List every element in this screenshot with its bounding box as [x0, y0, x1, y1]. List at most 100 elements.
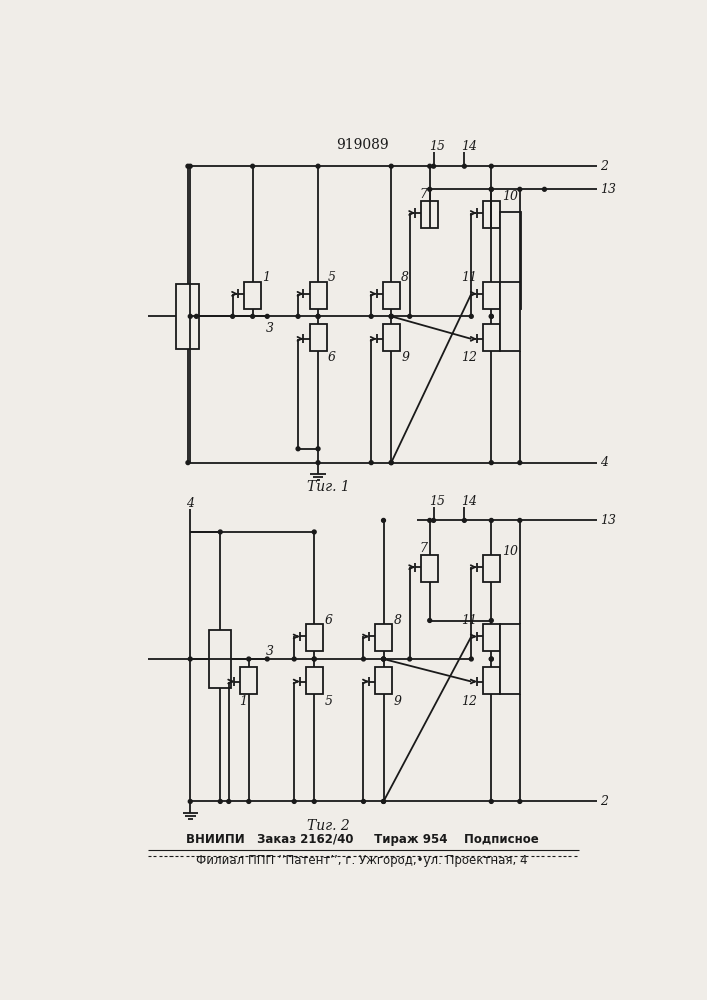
Circle shape: [296, 447, 300, 451]
Circle shape: [188, 657, 192, 661]
Circle shape: [390, 461, 393, 465]
Circle shape: [408, 314, 411, 318]
Bar: [483, 282, 500, 309]
Text: 919089: 919089: [336, 138, 388, 152]
Bar: [421, 201, 438, 228]
Bar: [483, 624, 500, 651]
Circle shape: [265, 314, 269, 318]
Circle shape: [251, 314, 255, 318]
Text: 7: 7: [420, 542, 428, 555]
Circle shape: [390, 461, 393, 465]
Text: 10: 10: [502, 545, 518, 558]
Bar: [483, 324, 500, 351]
Text: 13: 13: [600, 183, 616, 196]
Text: 14: 14: [461, 495, 477, 508]
Bar: [244, 282, 261, 309]
Text: 3: 3: [266, 645, 274, 658]
Bar: [240, 667, 257, 694]
Text: 12: 12: [461, 695, 477, 708]
Circle shape: [489, 518, 493, 522]
Text: 11: 11: [461, 271, 477, 284]
Circle shape: [382, 518, 385, 522]
Circle shape: [518, 518, 522, 522]
Text: 1: 1: [239, 695, 247, 708]
Circle shape: [316, 314, 320, 318]
Circle shape: [312, 530, 316, 534]
Text: 2: 2: [600, 160, 608, 173]
Circle shape: [247, 657, 251, 661]
Circle shape: [489, 314, 493, 318]
Bar: [382, 282, 399, 309]
Text: 8: 8: [394, 614, 402, 627]
Circle shape: [428, 518, 432, 522]
Text: 6: 6: [328, 351, 336, 364]
Circle shape: [390, 314, 393, 318]
Circle shape: [369, 314, 373, 318]
Circle shape: [489, 657, 493, 661]
Circle shape: [292, 657, 296, 661]
Text: 9: 9: [394, 695, 402, 708]
Text: 3: 3: [266, 322, 274, 335]
Bar: [483, 201, 500, 228]
Circle shape: [462, 164, 467, 168]
Circle shape: [194, 314, 199, 318]
Bar: [310, 282, 327, 309]
Bar: [375, 667, 392, 694]
Text: ВНИИПИ   Заказ 2162/40     Тираж 954    Подписное: ВНИИПИ Заказ 2162/40 Тираж 954 Подписное: [185, 833, 538, 846]
Text: Филиал ППП ’’Патент’’, г. Ужгород,•ул. Проектная, 4: Филиал ППП ’’Патент’’, г. Ужгород,•ул. П…: [197, 854, 527, 867]
Bar: [382, 324, 399, 351]
Text: 5: 5: [328, 271, 336, 284]
Circle shape: [462, 518, 467, 522]
Circle shape: [489, 800, 493, 803]
Bar: [375, 624, 392, 651]
Circle shape: [292, 800, 296, 803]
Circle shape: [316, 314, 320, 318]
Circle shape: [296, 314, 300, 318]
Circle shape: [186, 461, 190, 465]
Text: 7: 7: [420, 188, 428, 201]
Circle shape: [188, 164, 192, 168]
Circle shape: [188, 314, 192, 318]
Circle shape: [361, 657, 366, 661]
Text: 15: 15: [429, 495, 445, 508]
Bar: [310, 324, 327, 351]
Text: 12: 12: [461, 351, 477, 364]
Circle shape: [369, 461, 373, 465]
Circle shape: [489, 164, 493, 168]
Circle shape: [489, 314, 493, 318]
Circle shape: [218, 800, 222, 803]
Circle shape: [489, 461, 493, 465]
Text: Τиг. 2: Τиг. 2: [308, 819, 350, 833]
Bar: [209, 630, 231, 688]
Text: 4: 4: [187, 497, 194, 510]
Circle shape: [518, 461, 522, 465]
Text: 1: 1: [262, 271, 271, 284]
Circle shape: [489, 619, 493, 622]
Text: 13: 13: [600, 514, 616, 527]
Text: 15: 15: [429, 140, 445, 153]
Bar: [500, 624, 520, 694]
Circle shape: [432, 164, 436, 168]
Text: 4: 4: [600, 456, 608, 469]
Circle shape: [432, 518, 436, 522]
Circle shape: [251, 164, 255, 168]
Circle shape: [542, 187, 547, 191]
Text: 8: 8: [402, 271, 409, 284]
Circle shape: [265, 657, 269, 661]
Circle shape: [227, 800, 230, 803]
Text: 11: 11: [461, 614, 477, 627]
Circle shape: [382, 657, 385, 661]
Bar: [305, 667, 322, 694]
Circle shape: [390, 164, 393, 168]
Text: 2: 2: [600, 795, 608, 808]
Circle shape: [489, 657, 493, 661]
Text: 10: 10: [502, 190, 518, 204]
Circle shape: [361, 800, 366, 803]
Circle shape: [312, 800, 316, 803]
Circle shape: [428, 619, 432, 622]
Text: 14: 14: [461, 140, 477, 153]
Circle shape: [408, 657, 411, 661]
Circle shape: [469, 314, 473, 318]
Circle shape: [382, 657, 385, 661]
Text: 9: 9: [402, 351, 409, 364]
